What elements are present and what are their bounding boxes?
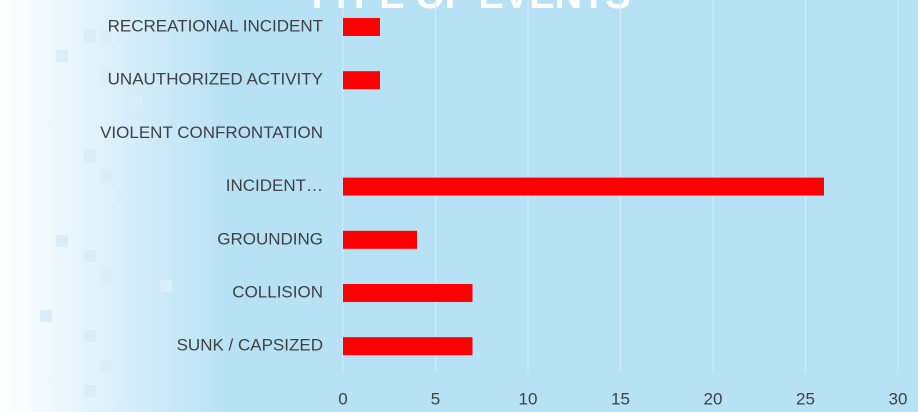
x-tick-label: 10 [519,389,538,408]
y-tick-label: RECREATIONAL INCIDENT [108,16,323,35]
y-tick-label: VIOLENT CONFRONTATION [100,123,323,142]
bar [343,337,473,356]
bar [343,71,380,90]
x-tick-label: 5 [431,389,440,408]
x-tick-label: 30 [889,389,908,408]
bar [343,284,473,302]
decoration [40,30,172,412]
x-tick-label: 15 [611,389,630,408]
x-tick-label: 20 [704,389,723,408]
bar [343,18,380,36]
x-tick-label: 25 [796,389,815,408]
bar [343,230,417,249]
bar [343,177,824,196]
chart-title: TYPE OF EVENTS [305,0,630,17]
y-tick-label: UNAUTHORIZED ACTIVITY [108,70,323,89]
y-tick-label: SUNK / CAPSIZED [177,336,323,355]
y-tick-label: COLLISION [232,282,323,301]
x-tick-label: 0 [338,389,347,408]
y-tick-label: GROUNDING [217,229,323,248]
y-tick-label: INCIDENT… [226,176,323,195]
